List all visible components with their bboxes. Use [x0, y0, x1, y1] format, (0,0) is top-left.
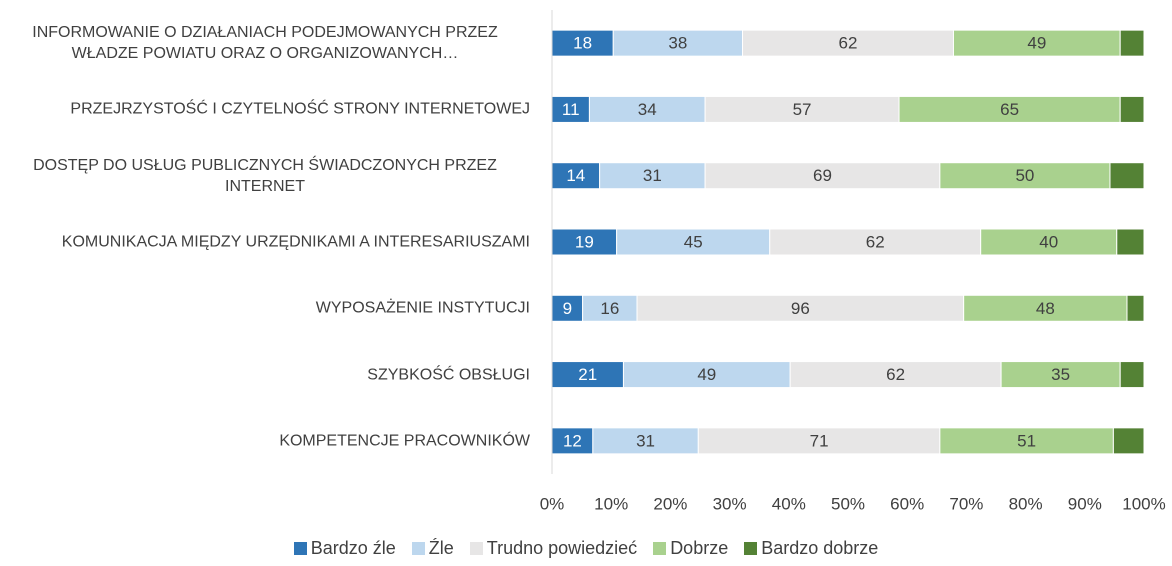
bar-segment: [789, 361, 1002, 389]
bar-segment: [636, 294, 965, 322]
data-label: 11: [562, 100, 580, 119]
data-label: 14: [566, 166, 585, 185]
bar-segment: [1119, 361, 1145, 389]
legend-item: Trudno powiedzieć: [469, 538, 638, 559]
bar-segment: [622, 361, 791, 389]
category-label: KOMPETENCJE PRACOWNIKÓW: [279, 432, 530, 450]
data-label: 62: [839, 34, 858, 53]
bar-segment: [1126, 294, 1145, 322]
bar-segment: [599, 162, 706, 190]
data-label: 96: [791, 299, 810, 318]
data-label: 49: [1027, 34, 1046, 53]
x-tick-label: 0%: [540, 495, 565, 514]
bar-segment: [898, 95, 1121, 123]
data-label: 40: [1039, 233, 1058, 252]
bar-segment: [1112, 427, 1145, 455]
legend-swatch: [653, 542, 667, 555]
legend-label: Trudno powiedzieć: [486, 538, 638, 558]
data-label: 49: [697, 365, 716, 384]
data-label: 31: [643, 166, 662, 185]
data-label: 57: [793, 100, 812, 119]
category-label: SZYBKOŚĆ OBSŁUGI: [367, 366, 530, 384]
data-label: 50: [1015, 166, 1034, 185]
bar-segment: [616, 228, 771, 256]
legend-label: Dobrze: [670, 538, 729, 558]
x-tick-label: 50%: [831, 495, 865, 514]
data-label: 19: [575, 233, 594, 252]
legend-swatch: [293, 542, 307, 555]
legend-swatch: [411, 542, 425, 555]
data-label: 48: [1036, 299, 1055, 318]
legend-item: Bardzo dobrze: [744, 538, 878, 559]
x-tick-label: 30%: [713, 495, 747, 514]
bar-segment: [980, 228, 1118, 256]
data-label: 34: [638, 100, 657, 119]
data-label: 35: [1051, 365, 1070, 384]
data-label: 12: [563, 431, 582, 450]
legend-label: Bardzo dobrze: [761, 538, 879, 558]
data-label: 31: [636, 431, 655, 450]
data-label: 38: [668, 34, 687, 53]
legend-item: Bardzo źle: [293, 538, 396, 559]
data-label: 65: [1000, 100, 1019, 119]
bar-segment: [742, 29, 954, 57]
bar-segment: [551, 95, 590, 123]
x-tick-label: 40%: [772, 495, 806, 514]
legend-item: Źle: [411, 538, 454, 559]
x-tick-label: 60%: [890, 495, 924, 514]
data-label: 51: [1017, 431, 1036, 450]
bar-segment: [939, 427, 1114, 455]
data-label: 45: [684, 233, 703, 252]
category-label: KOMUNIKACJA MIĘDZY URZĘDNIKAMI A INTERES…: [61, 233, 530, 251]
bar-segment: [704, 95, 900, 123]
legend-item: Dobrze: [653, 538, 728, 559]
data-label: 69: [813, 166, 832, 185]
data-label: 62: [866, 233, 885, 252]
x-tick-label: 70%: [949, 495, 983, 514]
bar-segment: [1109, 162, 1145, 190]
legend-swatch: [469, 542, 483, 555]
bar-segment: [1116, 228, 1145, 256]
bar-segment: [697, 427, 941, 455]
bar-segment: [963, 294, 1128, 322]
bar-segment: [588, 95, 706, 123]
x-tick-label: 80%: [1009, 495, 1043, 514]
category-label: DOSTĘP DO USŁUG PUBLICZNYCH ŚWIADCZONYCH…: [33, 156, 497, 195]
bar-segment: [551, 361, 624, 389]
category-label: INFORMOWANIE O DZIAŁANIACH PODEJMOWANYCH…: [32, 24, 498, 63]
bar-segment: [1119, 95, 1145, 123]
category-label: WYPOSAŻENIE INSTYTUCJI: [315, 299, 530, 317]
x-tick-label: 10%: [594, 495, 628, 514]
bar-segment: [551, 228, 618, 256]
bar-segment: [939, 162, 1111, 190]
data-label: 21: [578, 365, 597, 384]
data-label: 16: [600, 299, 619, 318]
x-tick-label: 90%: [1068, 495, 1102, 514]
legend-label: Bardzo źle: [310, 538, 396, 558]
x-tick-label: 100%: [1122, 495, 1165, 514]
category-label: PRZEJRZYSTOŚĆ I CZYTELNOŚĆ STRONY INTERN…: [70, 100, 530, 118]
data-label: 18: [573, 34, 592, 53]
x-tick-label: 20%: [653, 495, 687, 514]
data-label: 71: [810, 431, 829, 450]
legend-label: Źle: [428, 538, 454, 558]
bar-segment: [582, 294, 638, 322]
data-label: 9: [563, 299, 572, 318]
legend-swatch: [744, 542, 758, 555]
bar-segment: [551, 427, 594, 455]
bar-segment: [1119, 29, 1145, 57]
data-label: 62: [886, 365, 905, 384]
legend: Bardzo źle Źle Trudno powiedzieć Dobrze Bard…: [0, 538, 1172, 559]
bar-segment: [612, 29, 744, 57]
